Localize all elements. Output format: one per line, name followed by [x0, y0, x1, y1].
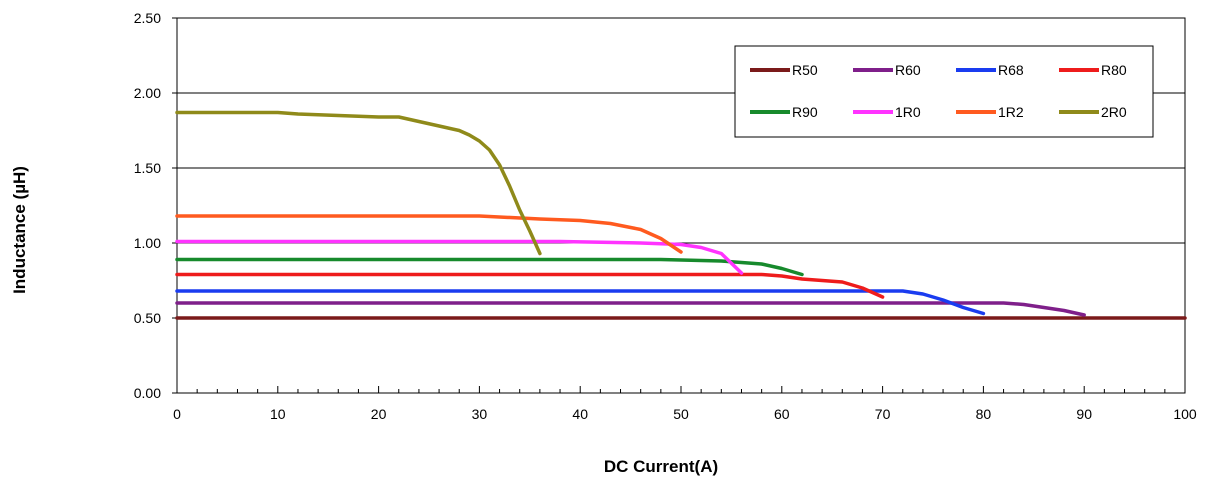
legend-label-r50: R50	[792, 62, 818, 78]
x-tick-label: 30	[472, 406, 488, 422]
legend-label-1r0: 1R0	[895, 104, 921, 120]
legend-label-2r0: 2R0	[1101, 104, 1127, 120]
y-tick-label: 0.50	[134, 310, 161, 326]
tick-marks	[172, 17, 1186, 394]
x-tick-label: 10	[270, 406, 286, 422]
y-tick-label: 1.00	[134, 235, 161, 251]
x-tick-label: 80	[976, 406, 992, 422]
series-line-r90	[175, 257, 804, 277]
series-line-2r0	[175, 110, 542, 256]
x-tick-label: 60	[774, 406, 790, 422]
series-line-r80	[175, 272, 885, 299]
y-tick-label: 2.00	[134, 85, 161, 101]
x-tick-label: 20	[371, 406, 387, 422]
x-tick-labels: 0 10 20 30 40 50 60 70 80 90 100	[173, 406, 1197, 422]
legend-label-r68: R68	[998, 62, 1024, 78]
y-tick-labels: 0.00 0.50 1.00 1.50 2.00 2.50	[134, 10, 161, 401]
series-lines	[175, 110, 1187, 320]
x-tick-label: 50	[673, 406, 689, 422]
x-axis-title: DC Current(A)	[604, 457, 718, 476]
x-tick-label: 90	[1076, 406, 1092, 422]
legend-label-r90: R90	[792, 104, 818, 120]
legend-label-1r2: 1R2	[998, 104, 1024, 120]
legend-label-r60: R60	[895, 62, 921, 78]
y-tick-label: 2.50	[134, 10, 161, 26]
y-tick-label: 1.50	[134, 160, 161, 176]
y-tick-label: 0.00	[134, 385, 161, 401]
x-tick-label: 100	[1173, 406, 1197, 422]
x-tick-label: 0	[173, 406, 181, 422]
series-line-1r2	[175, 214, 683, 254]
x-tick-label: 40	[572, 406, 588, 422]
series-line-r68	[175, 289, 986, 316]
x-tick-label: 70	[875, 406, 891, 422]
legend-box	[734, 45, 1154, 138]
series-line-r60	[175, 301, 1086, 317]
legend-label-r80: R80	[1101, 62, 1127, 78]
y-axis-title: Inductance (µH)	[10, 166, 29, 294]
legend: R50 R60 R68 R80 R90 1R0 1R2 2R0	[734, 45, 1154, 138]
series-line-1r0	[175, 239, 744, 275]
